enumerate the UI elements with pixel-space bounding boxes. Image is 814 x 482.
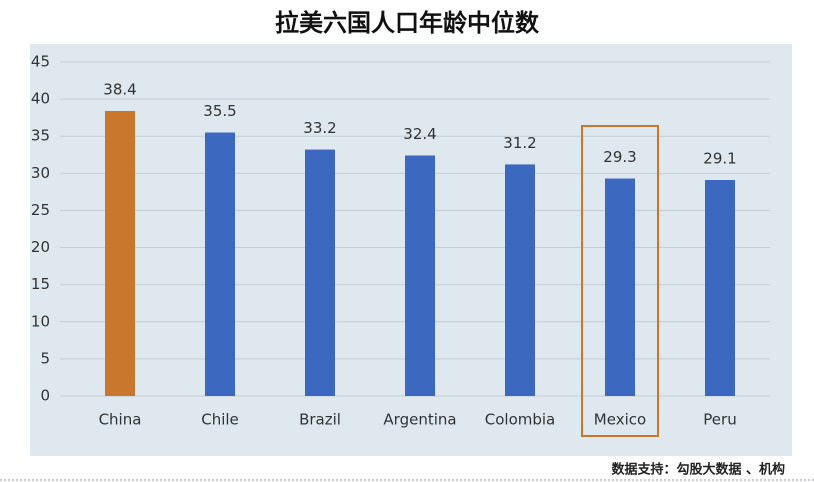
data-label: 29.3 — [603, 148, 636, 166]
data-label: 31.2 — [503, 134, 536, 152]
y-tick-label: 40 — [31, 90, 50, 108]
x-tick-label: Colombia — [485, 411, 556, 429]
x-tick-label: Peru — [703, 411, 736, 429]
y-tick-label: 10 — [31, 312, 50, 330]
y-tick-label: 0 — [40, 387, 50, 405]
bar — [105, 110, 135, 396]
x-tick-label: Chile — [201, 411, 239, 429]
chart-title: 拉美六国人口年龄中位数 — [275, 9, 540, 37]
y-tick-label: 20 — [31, 238, 50, 256]
source-note: 数据支持：勾股大数据 、机构 — [611, 462, 785, 478]
bar — [305, 149, 335, 396]
x-tick-label: Argentina — [383, 411, 456, 429]
highlight-box — [581, 125, 659, 437]
x-tick-label: China — [99, 411, 142, 429]
bar — [705, 180, 735, 396]
y-tick-label: 35 — [31, 127, 50, 145]
y-tick-label: 45 — [31, 53, 50, 71]
x-tick-label: Brazil — [299, 411, 341, 429]
data-label: 32.4 — [403, 125, 436, 143]
data-label: 35.5 — [203, 102, 236, 120]
data-label: 29.1 — [703, 150, 736, 168]
bar — [205, 132, 235, 396]
y-tick-label: 30 — [31, 164, 50, 182]
bar — [505, 164, 535, 396]
y-tick-label: 25 — [31, 201, 50, 219]
bar — [405, 155, 435, 396]
y-tick-label: 15 — [31, 275, 50, 293]
data-label: 38.4 — [103, 80, 136, 98]
bar — [605, 178, 635, 396]
x-tick-label: Mexico — [594, 411, 646, 429]
y-tick-label: 5 — [40, 349, 50, 367]
data-label: 33.2 — [303, 119, 336, 137]
